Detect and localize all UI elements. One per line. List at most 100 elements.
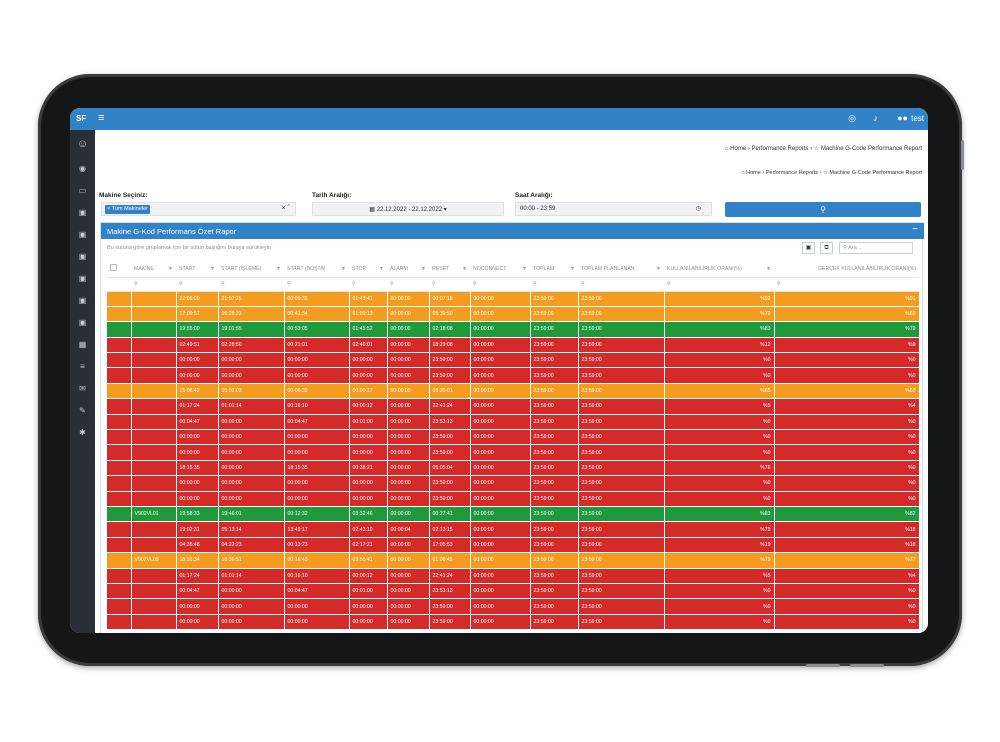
table-row[interactable]: 00:00:00 00:00:00 00:00:00 00:00:00 00:00:00… bbox=[107, 444, 920, 461]
column-header[interactable]: TOPLAM PLANLANAN ▼ bbox=[578, 261, 664, 278]
row-select-cell[interactable] bbox=[107, 583, 132, 600]
breadcrumb-reports[interactable]: Performance Reports bbox=[751, 146, 809, 152]
filter-icon[interactable]: ▼ bbox=[765, 265, 771, 272]
group-panel-hint[interactable]: Bu sütuna göre gruplamak için bir sütun … bbox=[107, 245, 271, 251]
table-row[interactable]: 19:02:31 05:13:14 13:49:17 02:43:10 00:00:04… bbox=[107, 521, 920, 538]
table-row[interactable]: V902VL05 18:53:34 18:36:51 00:16:43 03:55:41… bbox=[107, 552, 920, 569]
pencil-icon[interactable]: ✎ bbox=[79, 406, 86, 415]
copy-icon[interactable]: ▣ bbox=[78, 230, 87, 239]
table-row[interactable]: 00:04:47 00:00:00 00:04:47 00:01:00 00:00:00… bbox=[107, 414, 920, 431]
filter-icon[interactable]: ▼ bbox=[461, 265, 467, 272]
filter-search-icon[interactable]: ⚲ bbox=[429, 277, 470, 292]
column-header[interactable]: TOPLAM ▼ bbox=[530, 261, 578, 278]
filter-icon[interactable]: ▼ bbox=[569, 265, 575, 272]
column-header[interactable]: START (BOŞTA) ▼ bbox=[284, 261, 349, 278]
row-select-cell[interactable] bbox=[107, 337, 132, 354]
filter-icon[interactable]: ▼ bbox=[209, 265, 215, 272]
date-range-input[interactable]: ▦ 22.12.2022 - 22.12.2022 ▾ bbox=[312, 202, 504, 216]
row-select-cell[interactable] bbox=[107, 321, 132, 338]
filter-icon[interactable]: ▼ bbox=[167, 265, 173, 272]
filter-icon[interactable]: ▼ bbox=[378, 265, 384, 272]
filter-icon[interactable]: ▼ bbox=[420, 265, 426, 272]
table-row[interactable]: 19:55:00 19:01:55 00:53:05 01:45:52 00:00:00… bbox=[107, 321, 920, 338]
row-select-cell[interactable] bbox=[107, 460, 132, 477]
row-select-cell[interactable] bbox=[107, 291, 132, 307]
filter-search-icon[interactable]: ⚲ bbox=[470, 277, 530, 292]
copy-icon[interactable]: ▣ bbox=[78, 252, 87, 261]
search-button[interactable]: ⚲ bbox=[725, 202, 921, 217]
table-row[interactable]: 00:00:00 00:00:00 00:00:00 00:00:00 00:00:00… bbox=[107, 598, 920, 615]
column-header[interactable]: ALARM ▼ bbox=[387, 261, 429, 278]
column-header[interactable]: MAKİNE ▼ bbox=[131, 261, 176, 278]
table-row[interactable]: 00:00:00 00:00:00 00:00:00 00:00:00 00:00:00… bbox=[107, 367, 920, 384]
chat-icon[interactable]: ◎ bbox=[848, 113, 856, 123]
filter-search-icon[interactable]: ⚲ bbox=[530, 277, 578, 292]
users-icon[interactable]: ●● bbox=[897, 113, 908, 123]
breadcrumb-home[interactable]: Home bbox=[730, 146, 747, 152]
export-excel-icon[interactable]: ▣ bbox=[802, 242, 815, 254]
row-select-cell[interactable] bbox=[107, 521, 132, 538]
copy-icon[interactable]: ▣ bbox=[78, 274, 87, 283]
table-row[interactable]: 00:04:47 00:00:00 00:04:47 00:01:00 00:00:00… bbox=[107, 583, 920, 600]
list-icon[interactable]: ≡ bbox=[80, 362, 85, 371]
table-row[interactable]: 00:00:00 00:00:00 00:00:00 00:00:00 00:00:00… bbox=[107, 614, 920, 631]
filter-icon[interactable]: ▼ bbox=[521, 265, 527, 272]
row-select-cell[interactable] bbox=[107, 598, 132, 615]
table-row[interactable]: 00:00:00 00:00:00 00:00:00 00:00:00 00:00:00… bbox=[107, 475, 920, 492]
column-header[interactable]: NOCONNECT ▼ bbox=[470, 261, 530, 278]
filter-search-icon[interactable]: ⚲ bbox=[578, 277, 664, 292]
column-header[interactable]: START (İŞLEME) ▼ bbox=[218, 261, 284, 278]
filter-search-icon[interactable]: ⚲ bbox=[218, 277, 284, 292]
gear-icon[interactable]: ✱ bbox=[79, 428, 86, 437]
row-select-cell[interactable] bbox=[107, 552, 132, 569]
copy-icon[interactable]: ▣ bbox=[78, 296, 87, 305]
column-header[interactable]: RESET ▼ bbox=[429, 261, 470, 278]
filter-icon[interactable]: ▼ bbox=[275, 265, 281, 272]
filter-search-icon[interactable]: ⚲ bbox=[284, 277, 349, 292]
row-select-cell[interactable] bbox=[107, 506, 132, 523]
filter-search-icon[interactable]: ⚲ bbox=[774, 277, 919, 292]
breadcrumb-reports[interactable]: Performance Reports bbox=[765, 170, 819, 176]
calendar-icon[interactable]: ▦ bbox=[78, 340, 87, 349]
row-select-cell[interactable] bbox=[107, 414, 132, 431]
table-row[interactable]: 01:17:24 01:01:14 00:16:10 00:00:12 00:00:00… bbox=[107, 398, 920, 415]
table-row[interactable]: 02:49:51 02:28:50 00:21:01 02:40:01 00:00:00… bbox=[107, 337, 920, 354]
table-row[interactable]: 15:08:42 15:02:03 00:06:39 00:00:17 00:00:00… bbox=[107, 383, 920, 400]
column-header[interactable]: STOP ▼ bbox=[349, 261, 387, 278]
brand-logo[interactable]: SF bbox=[76, 114, 87, 123]
table-row[interactable]: 00:00:00 00:00:00 00:00:00 00:00:00 00:00:00… bbox=[107, 491, 920, 507]
copy-icon[interactable]: ▣ bbox=[78, 318, 87, 327]
table-row[interactable]: 01:17:24 01:01:14 00:16:10 00:00:12 00:00:00… bbox=[107, 568, 920, 584]
column-header[interactable]: START ▼ bbox=[176, 261, 218, 278]
table-row[interactable]: 00:00:00 00:00:00 00:00:00 00:00:00 00:00:00… bbox=[107, 352, 920, 369]
filter-icon[interactable]: ▼ bbox=[655, 265, 661, 272]
table-row[interactable]: 17:09:57 16:28:23 00:41:34 01:09:13 00:00:00… bbox=[107, 306, 920, 323]
bell-icon[interactable]: ♪ bbox=[873, 113, 879, 123]
row-select-cell[interactable] bbox=[107, 444, 132, 461]
table-row[interactable]: V902VL01 19:58:33 19:46:01 00:12:32 03:32:46… bbox=[107, 506, 920, 523]
machine-select[interactable]: × Tüm Makineler × ˆ bbox=[101, 202, 296, 216]
row-select-cell[interactable] bbox=[107, 491, 132, 507]
copy-icon[interactable]: ▣ bbox=[78, 208, 87, 217]
collapse-icon[interactable]: − bbox=[912, 224, 918, 235]
time-range-input[interactable]: 00:00 - 23:59 ◷ bbox=[515, 202, 712, 216]
select-all-checkbox[interactable] bbox=[107, 261, 131, 278]
table-row[interactable]: 22:06:00 21:57:25 00:09:35 01:43:41 00:00:00… bbox=[107, 291, 920, 307]
column-chooser-icon[interactable]: ⧉ bbox=[820, 242, 833, 254]
row-select-cell[interactable] bbox=[107, 568, 132, 584]
table-row[interactable]: 04:35:48 04:22:23 00:13:23 02:17:21 00:00:00… bbox=[107, 537, 920, 554]
row-select-cell[interactable] bbox=[107, 367, 132, 384]
machine-chip[interactable]: × Tüm Makineler bbox=[105, 205, 151, 214]
filter-icon[interactable]: ▼ bbox=[340, 265, 346, 272]
filter-search-icon[interactable]: ⚲ bbox=[176, 277, 218, 292]
grid-search-input[interactable]: ⚲ Ara... bbox=[839, 242, 913, 254]
profile-icon[interactable]: ☺ bbox=[76, 138, 89, 150]
table-row[interactable]: 18:15:35 00:00:00 18:15:35 00:38:21 00:00:00… bbox=[107, 460, 920, 477]
row-select-cell[interactable] bbox=[107, 429, 132, 446]
monitor-icon[interactable]: ▭ bbox=[78, 186, 87, 195]
row-select-cell[interactable] bbox=[107, 475, 132, 492]
table-row[interactable]: 00:00:00 00:00:00 00:00:00 00:00:00 00:00:00… bbox=[107, 429, 920, 446]
row-select-cell[interactable] bbox=[107, 352, 132, 369]
column-header[interactable]: KULLANILABİLİRLİK ORANI(%) ▼ bbox=[664, 261, 774, 278]
filter-search-icon[interactable]: ⚲ bbox=[387, 277, 429, 292]
